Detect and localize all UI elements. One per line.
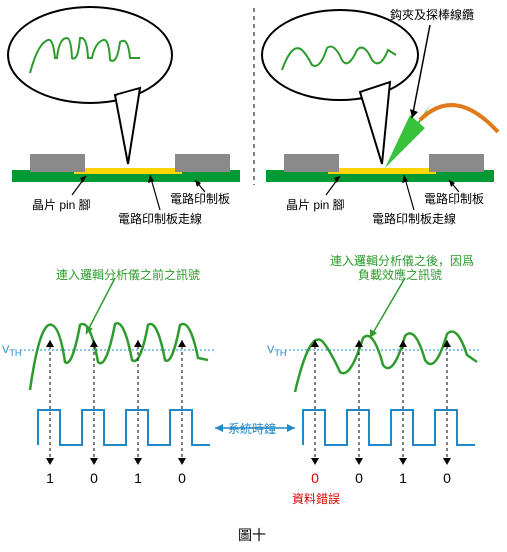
figure-label: 圖十 bbox=[238, 525, 266, 545]
right-clock bbox=[303, 410, 475, 445]
left-signal bbox=[30, 323, 208, 390]
vth-left: VTH bbox=[2, 344, 22, 358]
trace-right: 電路印制板走線 bbox=[372, 210, 456, 227]
clock-label: 系統時鐘 bbox=[228, 420, 276, 437]
left-bubble bbox=[8, 7, 172, 164]
probe-cable bbox=[420, 105, 498, 132]
digit-r-1: 0 bbox=[349, 470, 369, 486]
digit-r-3: 0 bbox=[437, 470, 457, 486]
after-label-2: 負載效應之訊號 bbox=[358, 266, 442, 283]
vth-right: VTH bbox=[267, 344, 287, 358]
digit-l-2: 1 bbox=[128, 470, 148, 486]
digit-l-1: 0 bbox=[84, 470, 104, 486]
pcb-left: 電路印制板 bbox=[170, 190, 230, 207]
digit-l-3: 0 bbox=[172, 470, 192, 486]
digit-r-0: 0 bbox=[305, 470, 325, 486]
error-label: 資料錯誤 bbox=[292, 490, 340, 507]
right-signal bbox=[295, 332, 477, 392]
before-label: 連入邏輯分析儀之前之訊號 bbox=[56, 266, 200, 283]
pcb-right: 電路印制板 bbox=[424, 190, 484, 207]
chip-pin-right: 晶片 pin 腳 bbox=[286, 196, 345, 213]
right-bubble bbox=[262, 10, 418, 164]
digit-l-0: 1 bbox=[40, 470, 60, 486]
left-waveform bbox=[20, 278, 215, 465]
digit-r-2: 1 bbox=[393, 470, 413, 486]
right-waveform bbox=[285, 278, 480, 465]
probe-label: 鈎夾及探棒線纜 bbox=[390, 6, 474, 23]
chip-pin-left: 晶片 pin 腳 bbox=[32, 196, 91, 213]
trace-left: 電路印制板走線 bbox=[118, 210, 202, 227]
left-clock bbox=[38, 410, 210, 445]
